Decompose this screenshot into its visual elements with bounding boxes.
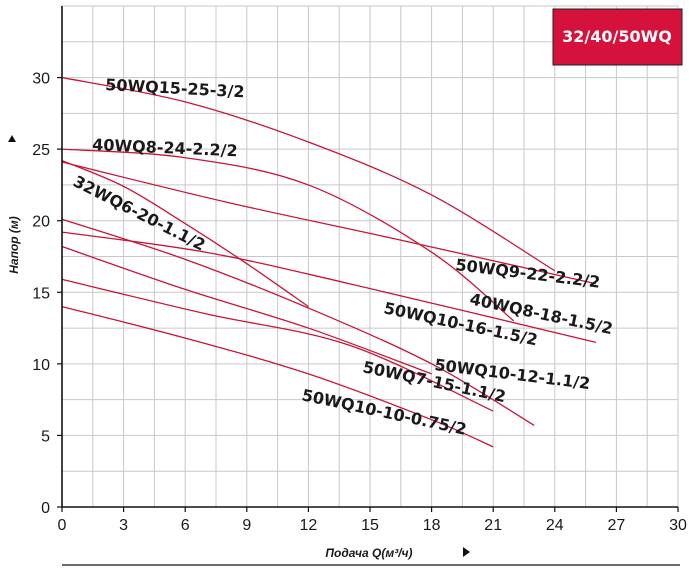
x-tick-label: 3 (119, 517, 128, 534)
y-tick-label: 0 (41, 500, 50, 517)
curve-lines (61, 76, 597, 448)
x-tick-label: 21 (484, 517, 502, 534)
curve-50wq10-12-1-1-2 (61, 245, 432, 375)
x-tick-label: 6 (181, 517, 190, 534)
y-tick-label: 10 (32, 357, 50, 374)
chart-badge-box (552, 8, 683, 66)
curve-50wq10-16-1-5-2 (61, 218, 535, 426)
x-tick-label: 9 (242, 517, 251, 534)
y-tick-label: 20 (32, 214, 50, 231)
y-axis-arrow-icon (8, 135, 16, 142)
curve-50wq15-25-3-2 (61, 76, 556, 272)
x-axis-arrow-icon (463, 547, 470, 557)
curve-40wq8-24-2-2-2 (61, 148, 515, 322)
y-tick-label: 5 (41, 428, 50, 445)
curve-32wq6-20-1-1-2 (61, 159, 309, 308)
chart-badge: 32/40/50WQ (562, 27, 672, 46)
y-tick-label: 30 (32, 71, 50, 88)
x-tick-label: 15 (361, 517, 379, 534)
y-axis-title: Напор (м) (7, 216, 21, 274)
x-axis-title: Подача Q(м³/ч) (325, 546, 412, 560)
x-tick-label: 24 (546, 517, 564, 534)
x-tick-label: 18 (423, 517, 441, 534)
x-tick-label: 30 (669, 517, 687, 534)
x-tick-label: 12 (300, 517, 318, 534)
curve-50wq7-15-1-1-2 (61, 278, 494, 412)
curve-label: 50WQ9-22-2.2/2 (455, 255, 602, 292)
curve-50wq10-10-0-75-2 (61, 305, 494, 448)
curve-50wq9-22-2-2-2 (61, 161, 597, 285)
x-tick-label: 27 (608, 517, 626, 534)
y-tick-label: 25 (32, 142, 50, 159)
x-tick-label: 0 (58, 517, 67, 534)
curve-label: 50WQ15-25-3/2 (105, 75, 245, 101)
curve-label: 50WQ10-10-0.75/2 (300, 385, 468, 438)
grid-lines (61, 5, 679, 508)
tick-labels: 0 3 6 9 12 15 18 21 24 27 30 0 5 10 15 20 25 30 (32, 71, 687, 534)
y-tick-label: 15 (32, 285, 50, 302)
